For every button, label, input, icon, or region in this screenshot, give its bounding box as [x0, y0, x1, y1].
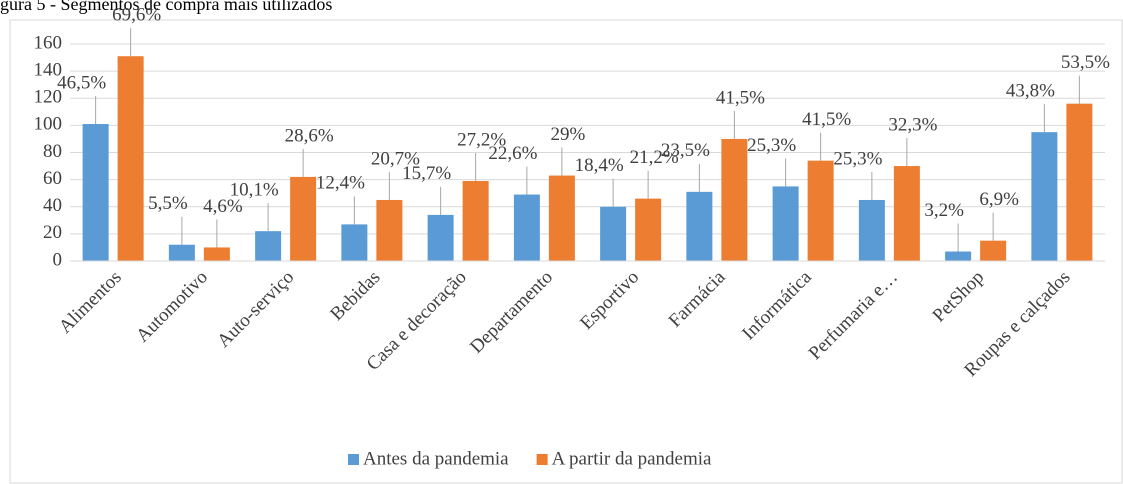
y-tick-label: 20: [43, 222, 62, 243]
bar: [82, 124, 109, 261]
y-tick-label: 60: [43, 168, 62, 189]
data-label: 21,2%: [630, 147, 679, 168]
bar: [427, 214, 454, 261]
legend-label: Antes da pandemia: [363, 448, 509, 469]
bar: [548, 175, 575, 261]
bar: [600, 206, 627, 261]
bar: [858, 199, 885, 261]
data-label: 18,4%: [575, 155, 624, 176]
data-label: 10,1%: [230, 180, 279, 201]
bar: [893, 166, 920, 261]
bar: [945, 251, 972, 261]
y-tick-label: 80: [43, 141, 62, 162]
data-label: 46,5%: [57, 72, 106, 93]
bar: [635, 198, 662, 261]
bar: [168, 244, 195, 261]
y-tick-label: 160: [34, 32, 63, 53]
data-label: 4,6%: [203, 196, 243, 217]
data-label: 41,5%: [716, 87, 765, 108]
legend-swatch: [536, 454, 548, 465]
data-label: 43,8%: [1006, 81, 1055, 102]
bar: [513, 194, 540, 261]
bar: [376, 199, 403, 261]
data-label: 12,4%: [316, 173, 365, 194]
data-label: 29%: [550, 124, 585, 145]
legend-swatch: [348, 454, 359, 465]
bar: [462, 180, 489, 261]
data-label: 15,7%: [402, 163, 451, 184]
legend-label: A partir da pandemia: [552, 448, 712, 469]
chart-title: gura 5 - Segmentos de compra mais utiliz…: [0, 0, 332, 14]
bar: [807, 160, 834, 261]
data-label: 20,7%: [371, 148, 420, 169]
data-label: 53,5%: [1061, 52, 1110, 73]
bar: [1066, 103, 1093, 261]
data-label: 69,6%: [112, 5, 161, 26]
data-label: 27,2%: [457, 129, 506, 150]
bar: [117, 56, 144, 261]
y-tick-label: 120: [34, 87, 63, 108]
data-label: 41,5%: [802, 109, 851, 130]
data-label: 23,5%: [661, 140, 710, 161]
data-label: 25,3%: [833, 148, 882, 169]
bar: [1031, 132, 1058, 261]
data-label: 3,2%: [924, 200, 964, 221]
data-label: 5,5%: [148, 193, 188, 214]
y-tick-label: 100: [34, 114, 63, 135]
y-tick-label: 40: [43, 195, 62, 216]
data-label: 22,6%: [488, 143, 537, 164]
bar: [290, 176, 317, 261]
bar: [203, 247, 230, 261]
bar: [772, 186, 799, 261]
bar: [255, 231, 282, 261]
y-tick-label: 0: [53, 249, 63, 270]
y-tick-label: 140: [34, 59, 63, 80]
data-label: 6,9%: [979, 189, 1019, 210]
bar: [686, 191, 713, 261]
bar: [721, 138, 748, 261]
data-label: 28,6%: [285, 125, 334, 146]
bar: [341, 224, 368, 261]
data-label: 32,3%: [888, 114, 937, 135]
bar: [980, 240, 1007, 261]
data-label: 25,3%: [747, 135, 796, 156]
